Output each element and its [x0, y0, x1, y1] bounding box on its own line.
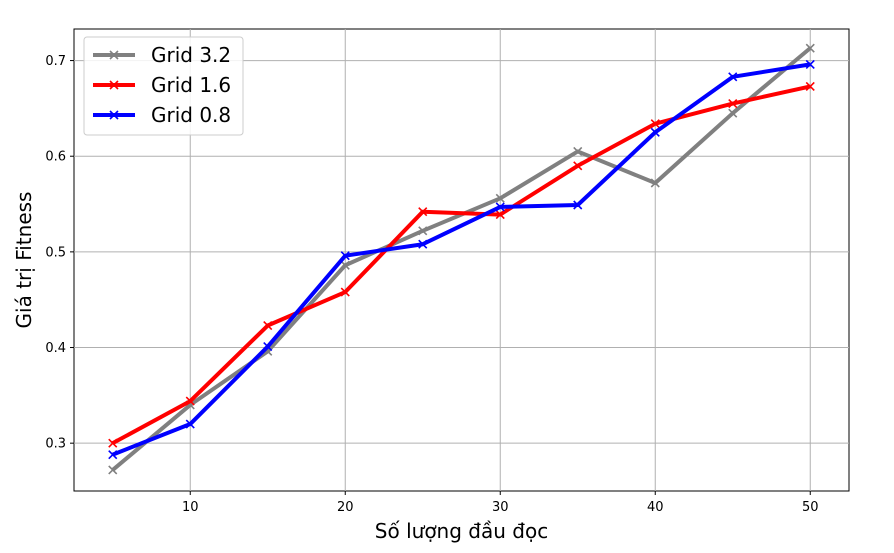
data-point-marker — [805, 59, 815, 69]
series-3 — [108, 59, 815, 460]
x-axis-label: Số lượng đầu đọc — [375, 519, 548, 543]
series-2 — [108, 81, 815, 448]
data-point-marker — [418, 207, 428, 217]
data-point-marker — [418, 226, 428, 236]
plot-area — [73, 28, 850, 492]
x-tick-label: 10 — [182, 500, 199, 515]
legend-marker — [109, 80, 119, 90]
data-point-marker — [495, 202, 505, 212]
x-axis-ticks: 10 20 30 40 50 — [182, 491, 819, 515]
x-tick-label: 50 — [802, 500, 819, 515]
data-point-marker — [108, 465, 118, 475]
series-line — [111, 84, 811, 445]
data-point-marker — [573, 146, 583, 157]
data-point-marker — [108, 450, 118, 460]
data-point-marker — [805, 81, 815, 91]
legend-label: Grid 0.8 — [151, 103, 231, 127]
data-point-marker — [650, 178, 660, 188]
y-tick-label: 0.7 — [45, 54, 66, 69]
data-point-marker — [418, 239, 428, 249]
y-axis-ticks: 0.3 0.4 0.5 0.6 0.7 — [45, 54, 74, 452]
data-point-marker — [650, 119, 660, 129]
grid-lines — [74, 29, 849, 491]
legend: Grid 3.2 Grid 1.6 Grid 0.8 — [83, 36, 244, 136]
x-tick-label: 20 — [337, 500, 354, 515]
y-tick-label: 0.4 — [45, 341, 66, 356]
y-tick-label: 0.3 — [45, 437, 66, 452]
x-tick-label: 30 — [492, 500, 509, 515]
data-point-marker — [805, 43, 815, 53]
data-point-marker — [340, 251, 350, 261]
y-tick-label: 0.6 — [45, 150, 66, 165]
data-point-marker — [263, 341, 273, 352]
series-lines — [108, 43, 815, 475]
data-point-marker — [340, 287, 350, 297]
data-point-marker — [650, 127, 660, 137]
data-point-marker — [340, 260, 350, 270]
data-point-marker — [263, 320, 273, 331]
y-axis-label: Giá trị Fitness — [12, 192, 36, 329]
data-point-marker — [185, 396, 195, 406]
legend-marker — [109, 110, 119, 120]
x-tick-label: 40 — [647, 500, 664, 515]
data-point-marker — [728, 108, 738, 118]
series-line — [112, 62, 811, 457]
legend-box — [83, 36, 244, 136]
data-point-marker — [573, 200, 583, 210]
data-point-marker — [728, 99, 738, 109]
y-tick-label: 0.5 — [45, 245, 66, 260]
data-point-marker — [185, 419, 195, 429]
legend-marker — [109, 50, 119, 60]
legend-label: Grid 1.6 — [151, 73, 231, 97]
data-point-marker — [108, 438, 118, 448]
data-point-marker — [728, 72, 738, 82]
data-point-marker — [573, 161, 583, 171]
legend-label: Grid 3.2 — [151, 43, 231, 67]
data-point-marker — [495, 209, 505, 220]
data-point-marker — [495, 193, 505, 203]
